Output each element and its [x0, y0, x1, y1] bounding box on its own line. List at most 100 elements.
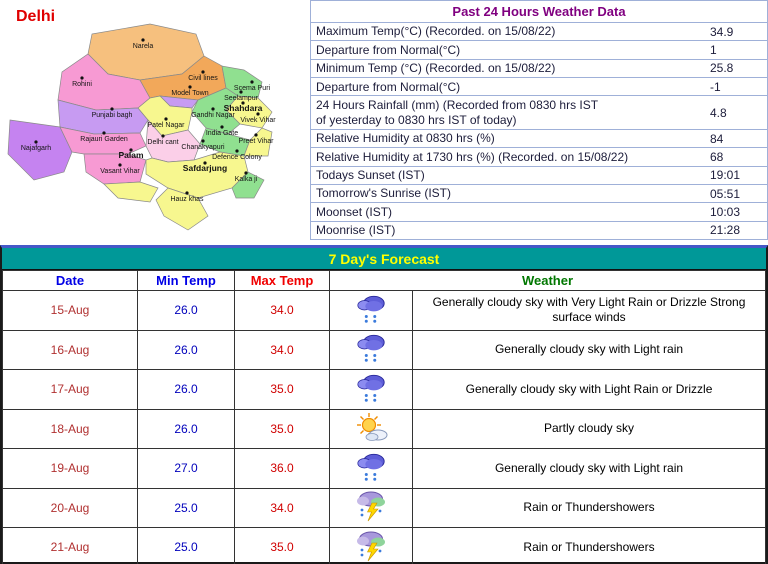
map-label: Gandhi Nagar — [191, 112, 235, 119]
metric-value: -1 — [705, 77, 767, 97]
weather-icon-cell — [329, 329, 413, 370]
cloud-rain-icon — [355, 293, 387, 325]
metric-label: Relative Humidity at 1730 hrs (%) (Recor… — [311, 147, 705, 167]
map-label: Vivek Vihar — [240, 117, 276, 124]
metric-value: 1 — [705, 40, 767, 60]
map-label-dot — [201, 70, 205, 74]
metric-value: 19:01 — [705, 166, 767, 185]
map-label-dot — [250, 80, 254, 84]
map-label: Model Town — [171, 90, 208, 97]
map-label: Defence Colony — [212, 154, 262, 161]
map-label: Safdarjung — [183, 163, 227, 173]
map-label: Punjabi bagh — [92, 112, 133, 119]
col-max-temp: Max Temp — [234, 270, 330, 291]
metric-label: 24 Hours Rainfall (mm) (Recorded from 08… — [311, 95, 705, 130]
forecast-max-temp: 35.0 — [234, 527, 330, 564]
forecast-max-temp: 35.0 — [234, 408, 330, 449]
thunder-icon — [355, 489, 387, 523]
map-labels: Narela Rohini Civil lines Model Town Scema P… — [21, 38, 276, 203]
forecast-description: Partly cloudy sky — [412, 408, 766, 449]
forecast-max-temp: 34.0 — [234, 487, 330, 528]
forecast-header-row: Date Min Temp Max Temp Weather — [2, 270, 766, 291]
map-label-dot — [185, 191, 189, 195]
map-label: Seelampur — [224, 95, 259, 102]
map-label-dot — [129, 148, 133, 152]
metric-label: Departure from Normal(°C) — [311, 77, 705, 97]
forecast-description: Generally cloudy sky with Light Rain or … — [412, 369, 766, 410]
metric-value: 10:03 — [705, 202, 767, 222]
metric-label: Maximum Temp(°C) (Recorded. on 15/08/22) — [311, 22, 705, 42]
cloud-rain-icon — [355, 451, 387, 483]
forecast-min-temp: 26.0 — [137, 329, 235, 370]
past24-row: Relative Humidity at 1730 hrs (%) (Recor… — [311, 147, 767, 167]
forecast-date: 21-Aug — [2, 527, 138, 564]
forecast-description: Rain or Thundershowers — [412, 527, 766, 564]
forecast-min-temp: 27.0 — [137, 448, 235, 489]
forecast-min-temp: 25.0 — [137, 527, 235, 564]
col-date: Date — [2, 270, 138, 291]
map-label: Civil lines — [188, 75, 218, 82]
metric-value: 21:28 — [710, 223, 741, 238]
map-label-dot — [256, 112, 260, 116]
col-min-temp: Min Temp — [137, 270, 235, 291]
forecast-row: 15-Aug 26.0 34.0 Generally cloudy sky with … — [2, 290, 766, 331]
cloud-rain-icon — [355, 372, 387, 404]
metric-value: 84 — [705, 129, 767, 149]
forecast-description: Generally cloudy sky with Light rain — [412, 448, 766, 489]
metric-label: Todays Sunset (IST) — [311, 166, 705, 185]
past24-table: Past 24 Hours Weather Data Maximum Temp(… — [311, 1, 767, 239]
forecast-date: 20-Aug — [2, 487, 138, 528]
col-weather: Weather — [329, 270, 766, 291]
forecast-min-temp: 26.0 — [137, 408, 235, 449]
weather-icon-cell — [329, 448, 413, 489]
map-label: Shahdara — [224, 103, 263, 113]
metric-label: Relative Humidity at 0830 hrs (%) — [311, 129, 705, 149]
past24-table-body: Maximum Temp(°C) (Recorded. on 15/08/22)… — [311, 22, 767, 240]
weather-icon-cell — [329, 487, 413, 528]
map-region-preet-vihar — [243, 127, 273, 157]
map-region-vasant-vihar — [103, 181, 159, 203]
map-label: Vasant Vihar — [100, 168, 140, 175]
past24-row: Relative Humidity at 0830 hrs (%) 84 — [311, 129, 767, 149]
forecast-row: 17-Aug 26.0 35.0 Generally cloudy sky with … — [2, 369, 766, 410]
forecast-min-temp: 26.0 — [137, 369, 235, 410]
weather-icon-cell — [329, 408, 413, 449]
forecast-row: 20-Aug 25.0 34.0 Rain or Thundershowers — [2, 487, 766, 528]
forecast-row: 18-Aug 26.0 35.0 Partly cloudy sky — [2, 408, 766, 449]
forecast-section: 7 Day's Forecast Date Min Temp Max Temp … — [0, 245, 768, 564]
metric-label: Moonrise (IST) — [316, 223, 396, 238]
map-region-kalka-ji — [231, 171, 265, 199]
past24-row: Departure from Normal(°C) 1 — [311, 40, 767, 60]
map-label-dot — [80, 76, 84, 80]
past24-row: Minimum Temp (°C) (Recorded. on 15/08/22… — [311, 59, 767, 79]
forecast-max-temp: 34.0 — [234, 329, 330, 370]
map-region-gandhi-nagar — [191, 87, 241, 135]
map-region-hauz-khas — [155, 187, 209, 231]
past24-row: Todays Sunset (IST) 19:01 — [311, 166, 767, 185]
weather-icon-cell — [329, 527, 413, 564]
map-label-dot — [203, 161, 207, 165]
map-title: Delhi — [16, 8, 56, 25]
past24-row: Maximum Temp(°C) (Recorded. on 15/08/22)… — [311, 22, 767, 42]
forecast-description: Generally cloudy sky with Very Light Rai… — [412, 290, 766, 331]
metric-value: 05:51 — [705, 184, 767, 204]
past24-row: Departure from Normal(°C) -1 — [311, 77, 767, 97]
map-label: Hauz khas — [170, 196, 204, 203]
map-label-dot — [241, 101, 245, 105]
weather-icon-cell — [329, 369, 413, 410]
forecast-date: 15-Aug — [2, 290, 138, 331]
forecast-max-temp: 35.0 — [234, 369, 330, 410]
forecast-title: 7 Day's Forecast — [2, 248, 766, 270]
forecast-min-temp: 25.0 — [137, 487, 235, 528]
delhi-map: Narela Rohini Civil lines Model Town Scema P… — [7, 23, 276, 231]
map-label-dot — [141, 38, 145, 42]
map-label-dot — [239, 90, 243, 94]
map-regions — [7, 23, 273, 231]
forecast-description: Generally cloudy sky with Light rain — [412, 329, 766, 370]
cloud-rain-icon — [355, 332, 387, 364]
map-label-dot — [254, 133, 258, 137]
top-section: Narela Rohini Civil lines Model Town Scema P… — [0, 0, 768, 245]
map-label: Scema Puri — [234, 85, 271, 92]
map-label-dot — [118, 163, 122, 167]
forecast-table: Date Min Temp Max Temp Weather 15-Aug 26.… — [2, 270, 766, 564]
